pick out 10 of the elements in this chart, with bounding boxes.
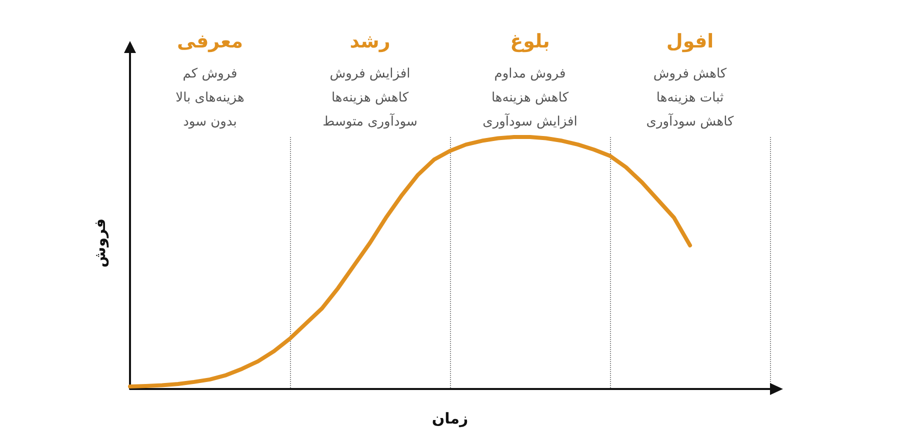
text: افزایش فروش کاهش هزینه‌ها سودآوری متوسط (322, 66, 418, 130)
y-axis-title: فروش (91, 218, 109, 268)
x-axis-title: زمان (432, 410, 468, 428)
text: کاهش فروش ثبات هزینه‌ها کاهش سودآوری (646, 66, 735, 130)
text: رشد (350, 30, 390, 52)
text: فروش مداوم کاهش هزینه‌ها افزایش سودآوری (482, 66, 578, 130)
text: بلوغ (510, 30, 550, 52)
text: معرفی (177, 30, 243, 52)
text: فروش کم هزینه‌های بالا بدون سود (176, 66, 244, 130)
text: افول (666, 30, 714, 52)
